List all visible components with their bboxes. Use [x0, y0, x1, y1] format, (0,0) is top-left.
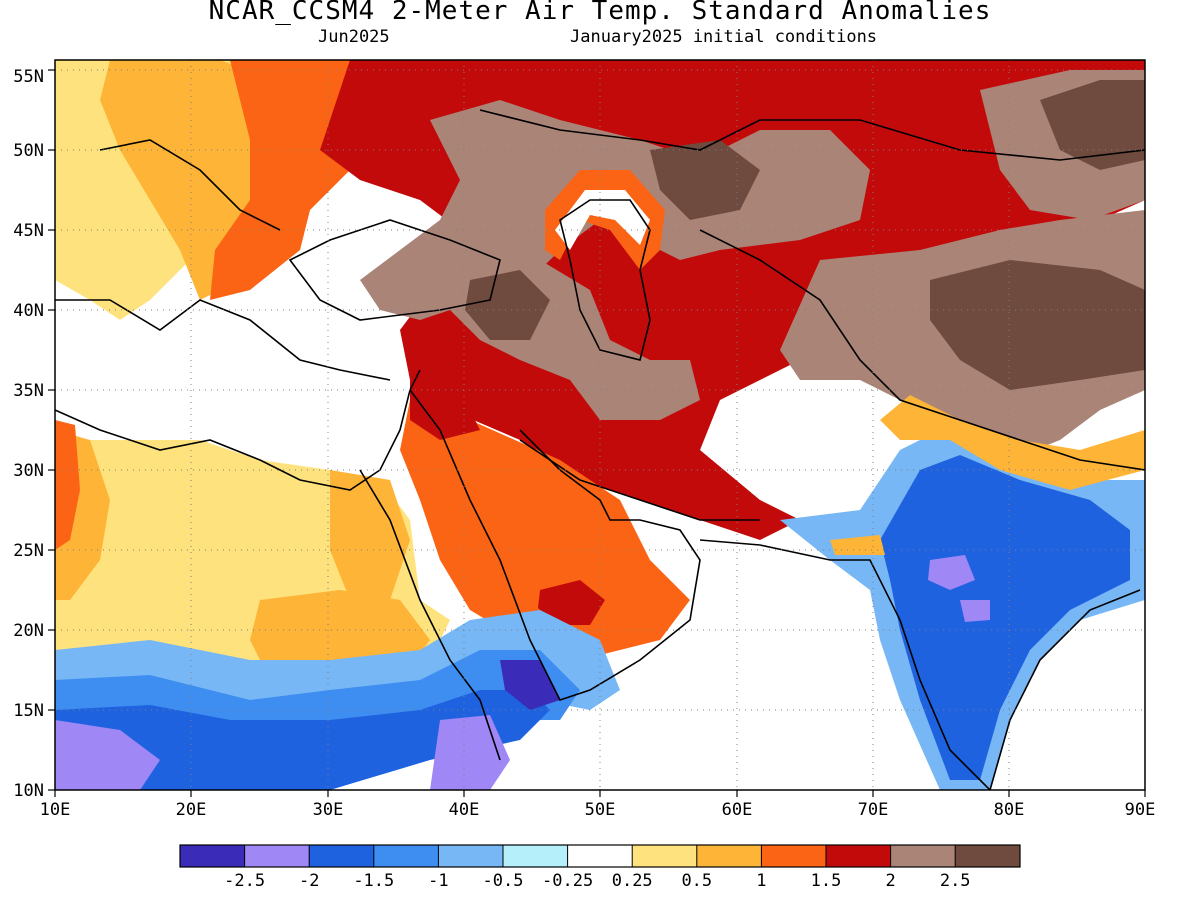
colorbar-label: 2.5: [940, 871, 971, 891]
colorbar-label: -2.5: [224, 871, 265, 891]
lat-labels: 10N 15N 20N 25N 30N 35N 40N 45N 50N 55N: [13, 67, 44, 801]
turkey-peak-anomaly: [465, 270, 550, 340]
kazakh-peak-anomaly: [650, 140, 760, 220]
coastlines: [55, 109, 1145, 790]
colorbar-swatch: [567, 845, 633, 867]
lon-label-70e: 70E: [858, 800, 889, 820]
colorbar-label: 2: [885, 871, 895, 891]
east-africa-strong-negative: [55, 690, 550, 790]
lat-label-40n: 40N: [13, 301, 44, 321]
colorbar-swatch: [632, 845, 697, 867]
yemen-cold-pocket: [500, 660, 560, 710]
colorbar-label: -0.5: [483, 871, 524, 891]
lon-label-80e: 80E: [994, 800, 1025, 820]
lat-label-15n: 15N: [13, 701, 44, 721]
colorbar-swatch: [309, 845, 374, 867]
lon-label-30e: 30E: [313, 800, 344, 820]
map-title: NCAR_CCSM4 2-Meter Air Temp. Standard An…: [208, 0, 992, 26]
india-strong-negative: [928, 555, 975, 590]
colorbar-label: 1: [756, 871, 766, 891]
lat-label-30n: 30N: [13, 461, 44, 481]
libya-hot: [55, 420, 80, 550]
lat-label-25n: 25N: [13, 541, 44, 561]
valid-month: Jun2025: [318, 27, 390, 47]
lon-label-40e: 40E: [449, 800, 480, 820]
lat-label-55n: 55N: [13, 67, 44, 87]
colorbar-swatch: [955, 845, 1020, 867]
india-strong-negative-2: [960, 600, 990, 622]
colorbar-label: 0.25: [612, 871, 653, 891]
colorbar-label: 0.5: [681, 871, 712, 891]
initial-conditions: January2025 initial conditions: [570, 27, 878, 47]
himalaya-warm-edge: [880, 395, 1145, 490]
axis-ticks: [48, 69, 1146, 797]
siberia-peak-anomaly: [1040, 80, 1145, 170]
lat-label-20n: 20N: [13, 621, 44, 641]
colorbar-swatch: [373, 845, 439, 867]
colorbar-label: -1.5: [353, 871, 394, 891]
colorbar-label: -0.25: [542, 871, 593, 891]
lon-labels: 10E 20E 30E 40E 50E 60E 70E 80E 90E: [40, 800, 1156, 820]
sahel-cold-pocket: [55, 720, 160, 790]
colorbar-label: -2: [299, 871, 319, 891]
levant-hot: [410, 380, 480, 440]
india-negative-anomaly-region: [880, 455, 1130, 780]
lat-label-50n: 50N: [13, 141, 44, 161]
lat-label-35n: 35N: [13, 381, 44, 401]
colorbar-swatch: [826, 845, 891, 867]
colorbar-label: 1.5: [811, 871, 842, 891]
colorbar-swatch: [890, 845, 956, 867]
lat-label-10n: 10N: [13, 781, 44, 801]
colorbar-swatch: [696, 845, 762, 867]
lon-label-10e: 10E: [40, 800, 71, 820]
arabia-center-hot: [538, 580, 605, 625]
colorbar-swatch: [503, 845, 568, 867]
colorbar-swatch: [180, 845, 245, 867]
lon-label-60e: 60E: [722, 800, 753, 820]
lon-label-90e: 90E: [1125, 800, 1156, 820]
tibet-peak-anomaly: [930, 260, 1145, 390]
caspian-inner: [555, 190, 650, 250]
colorbar-swatch: [438, 845, 503, 867]
colorbar-label: -1: [428, 871, 448, 891]
colorbar-swatch: [244, 845, 310, 867]
colorbar-frame: [179, 844, 1021, 868]
lon-label-20e: 20E: [176, 800, 207, 820]
lat-label-45n: 45N: [13, 221, 44, 241]
egypt-warm-region: [330, 470, 410, 600]
colorbar-swatch: [761, 845, 826, 867]
colorbar: -2.5 -2 -1.5 -1 -0.5 -0.25 0.25 0.5 1 1.…: [179, 844, 1021, 891]
arabia-positive-anomaly-region: [400, 400, 690, 660]
ethiopia-cold-pocket: [430, 715, 510, 790]
anomaly-field: [55, 60, 1145, 790]
caspian-ring: [545, 170, 665, 270]
lon-label-50e: 50E: [585, 800, 616, 820]
